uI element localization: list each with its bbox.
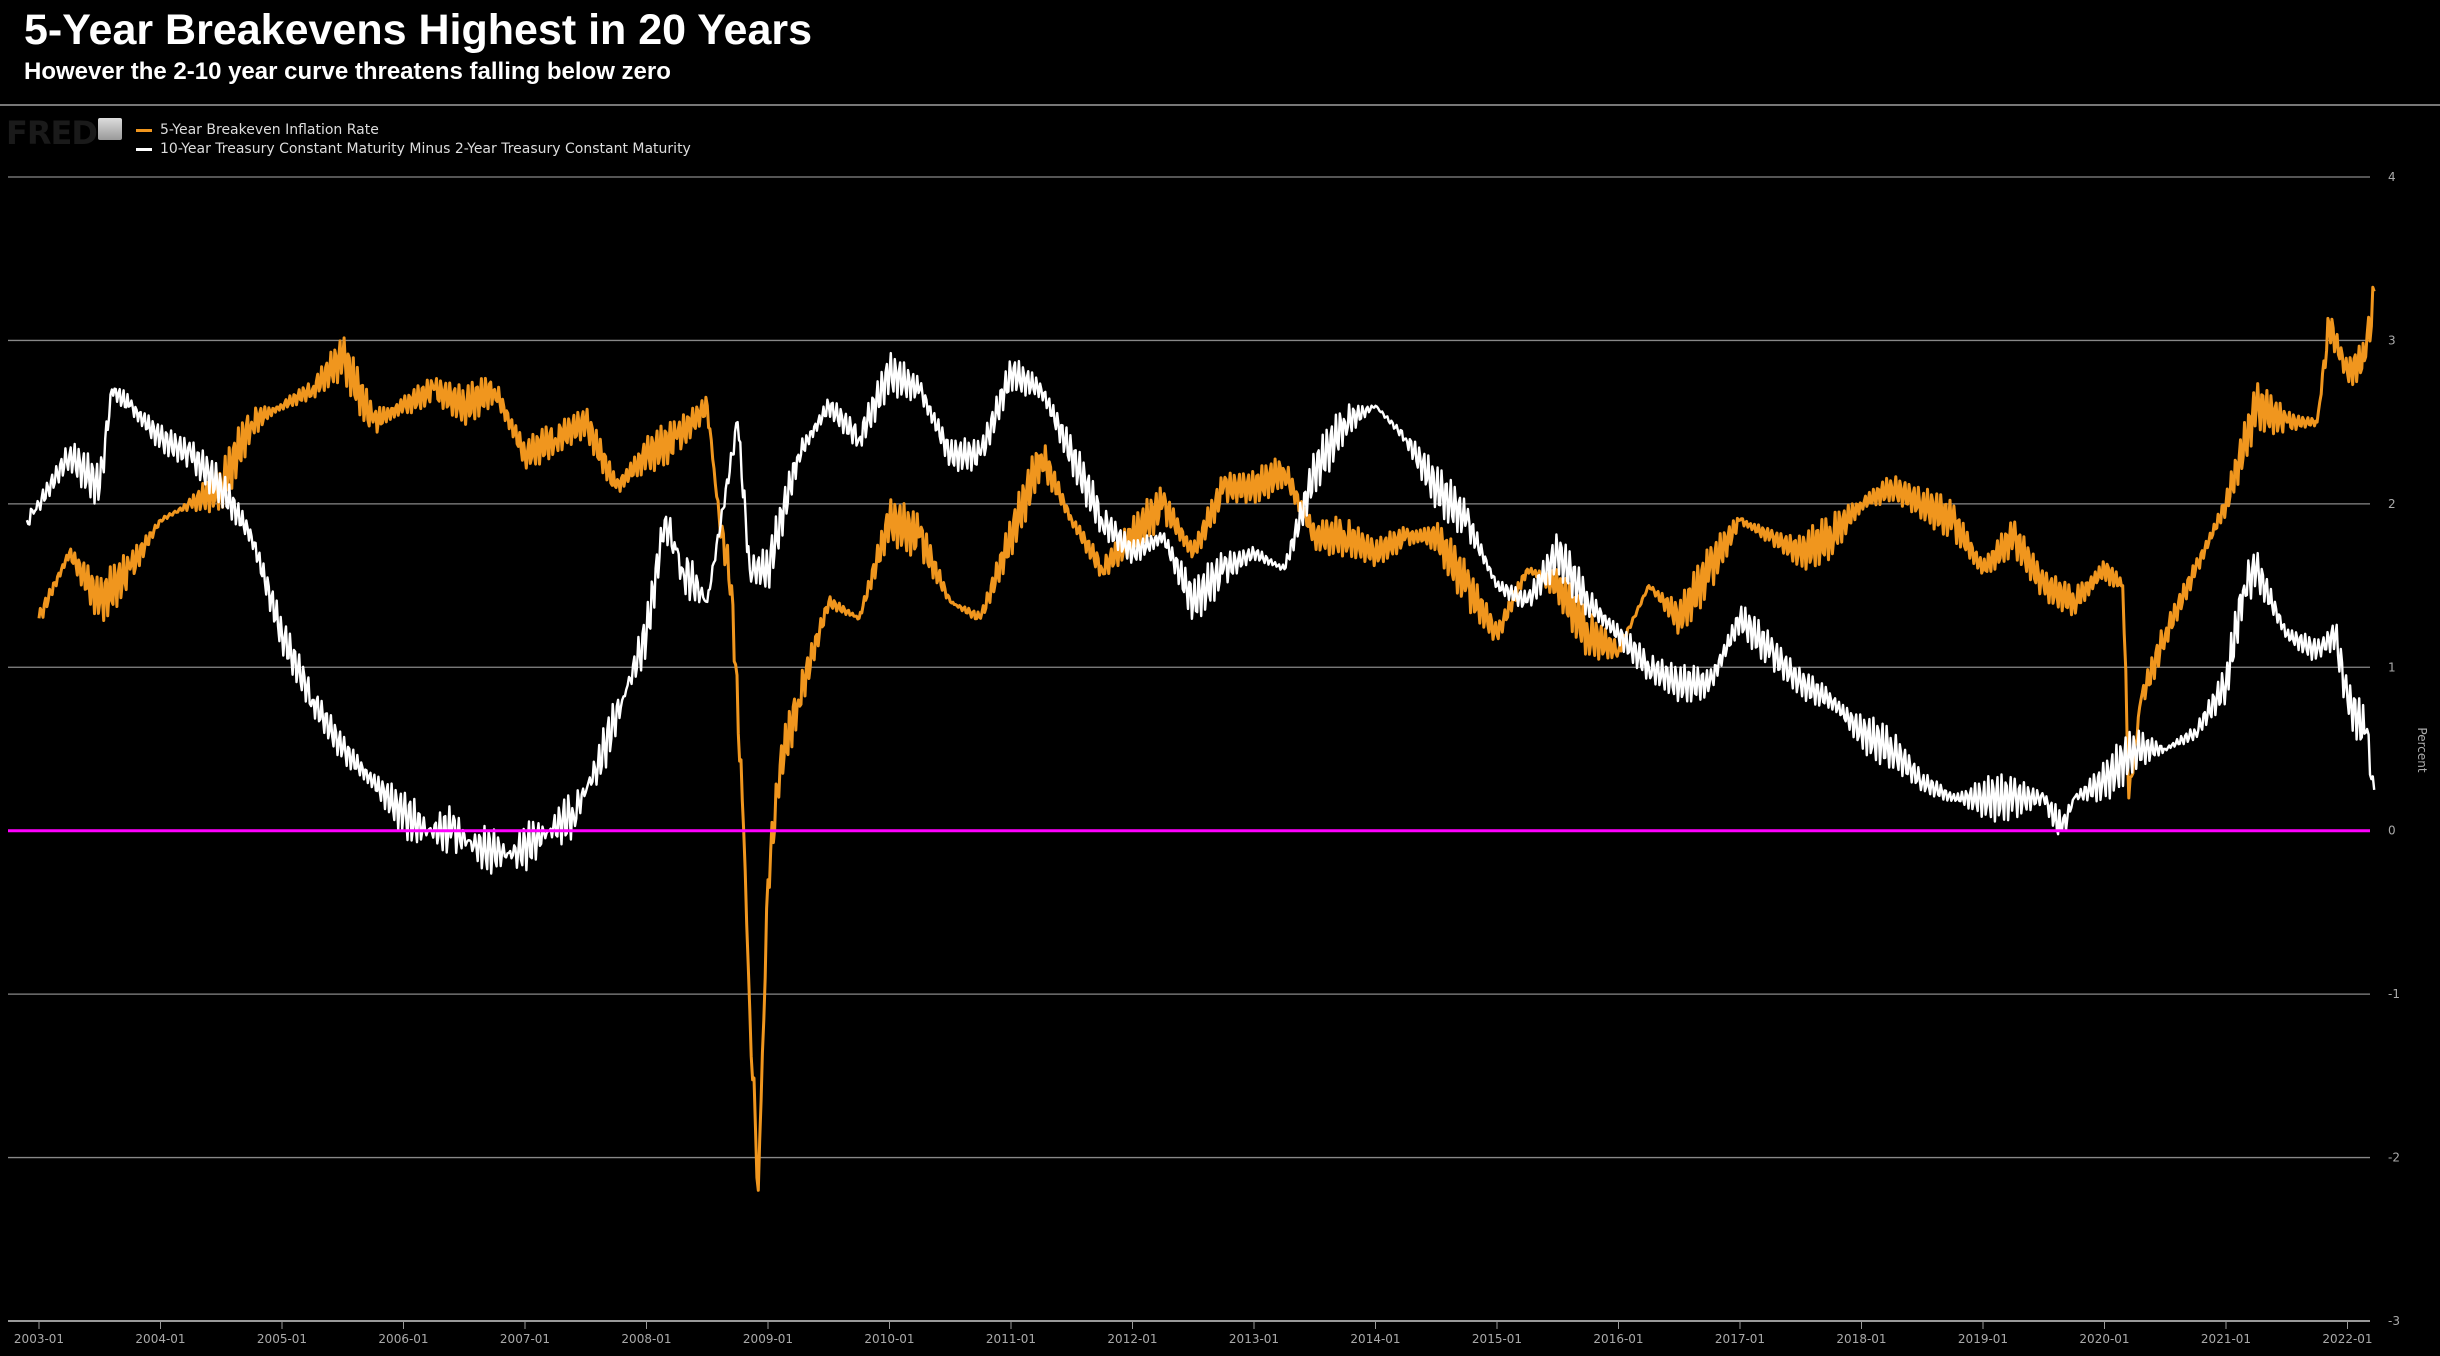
legend-label: 5-Year Breakeven Inflation Rate (160, 122, 379, 138)
x-tick-label: 2020-01 (2079, 1332, 2129, 1346)
x-tick-label: 2012-01 (1107, 1332, 1157, 1346)
x-tick-label: 2008-01 (621, 1332, 671, 1346)
legend-swatch (136, 147, 152, 151)
y-tick-label: -1 (2388, 987, 2400, 1001)
legend-label: 10-Year Treasury Constant Maturity Minus… (160, 141, 691, 157)
x-tick-label: 2005-01 (257, 1332, 307, 1346)
x-tick-label: 2018-01 (1836, 1332, 1886, 1346)
x-tick-label: 2010-01 (864, 1332, 914, 1346)
series-breakeven-line (37, 285, 2376, 1192)
series-spread-line (25, 351, 2376, 875)
y-tick-label: 0 (2388, 824, 2396, 838)
x-tick-label: 2011-01 (986, 1332, 1036, 1346)
x-tick-label: 2004-01 (135, 1332, 185, 1346)
legend-swatch (136, 128, 152, 132)
y-tick-label: 1 (2388, 660, 2396, 674)
x-tick-label: 2006-01 (378, 1332, 428, 1346)
x-tick-label: 2017-01 (1715, 1332, 1765, 1346)
x-tick-label: 2007-01 (500, 1332, 550, 1346)
x-tick-label: 2019-01 (1958, 1332, 2008, 1346)
legend-item-spread: 10-Year Treasury Constant Maturity Minus… (136, 141, 691, 157)
header-divider (0, 104, 2440, 106)
x-tick-label: 2003-01 (14, 1332, 64, 1346)
y-tick-label: 2 (2388, 497, 2396, 511)
chart-icon (98, 118, 122, 140)
x-tick-label: 2022-01 (2322, 1332, 2372, 1346)
y-tick-label: 4 (2388, 170, 2396, 184)
x-tick-label: 2016-01 (1593, 1332, 1643, 1346)
fred-logo: FRED (6, 114, 98, 152)
y-tick-label: -2 (2388, 1151, 2400, 1165)
x-tick-label: 2021-01 (2201, 1332, 2251, 1346)
y-axis-label: Percent (2415, 727, 2429, 772)
chart-title: 5-Year Breakevens Highest in 20 Years (24, 6, 813, 54)
x-tick-label: 2013-01 (1229, 1332, 1279, 1346)
chart-subtitle: However the 2-10 year curve threatens fa… (24, 58, 671, 85)
x-tick-label: 2015-01 (1472, 1332, 1522, 1346)
y-tick-label: -3 (2388, 1314, 2400, 1328)
x-tick-label: 2009-01 (743, 1332, 793, 1346)
legend-item-breakeven: 5-Year Breakeven Inflation Rate (136, 122, 379, 138)
y-tick-label: 3 (2388, 333, 2396, 347)
x-tick-label: 2014-01 (1350, 1332, 1400, 1346)
